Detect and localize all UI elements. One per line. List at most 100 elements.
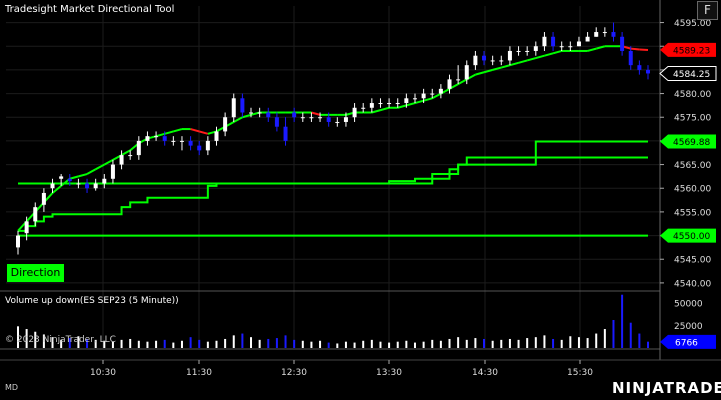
volume-bar — [224, 338, 227, 348]
candle-body — [369, 103, 374, 108]
candle-body — [602, 32, 607, 34]
candle-body — [50, 183, 55, 189]
volume-bar — [111, 341, 114, 348]
trend-segment — [371, 109, 381, 114]
volume-bar — [163, 339, 166, 348]
time-tick-label: 14:30 — [472, 368, 498, 378]
trend-segment — [483, 68, 493, 74]
trend-segment — [457, 78, 468, 85]
candle-body — [576, 41, 581, 47]
step-line-mid — [18, 140, 648, 185]
volume-bar — [586, 338, 589, 348]
trend-segment — [397, 104, 407, 109]
candle-body — [300, 117, 305, 119]
candle-body — [438, 88, 443, 94]
candle-body — [335, 121, 340, 123]
volume-bars — [17, 294, 649, 348]
candle-body — [456, 79, 461, 81]
candle-body — [568, 46, 573, 48]
volume-bar — [42, 334, 45, 348]
volume-bar — [465, 339, 468, 348]
trend-segment — [155, 132, 165, 138]
volume-bar — [638, 333, 641, 348]
volume-bar — [327, 342, 330, 348]
trend-segment — [431, 92, 442, 100]
volume-bar — [534, 337, 537, 348]
candle-body — [361, 107, 366, 109]
time-tick-label: 13:30 — [376, 368, 402, 378]
candle-body — [464, 65, 469, 80]
trend-segment — [552, 50, 562, 55]
trend-segment — [518, 59, 528, 64]
trend-segment — [190, 128, 200, 133]
candle-body — [551, 36, 556, 47]
volume-bar — [517, 339, 520, 348]
volume-bar — [457, 337, 460, 348]
price-tick-label: 4555.00 — [674, 208, 711, 218]
candle-body — [525, 50, 530, 52]
candle-body — [620, 36, 625, 51]
volume-bar — [86, 338, 89, 348]
candle-body — [197, 145, 202, 151]
candle-body — [67, 178, 72, 182]
trend-segment — [95, 163, 105, 171]
volume-bar — [215, 340, 218, 348]
volume-bar — [405, 340, 408, 348]
volume-bar — [560, 339, 563, 348]
volume-bar — [189, 337, 192, 348]
trend-segment — [198, 130, 209, 135]
candle-body — [507, 50, 512, 61]
trend-segment — [526, 57, 537, 62]
candle-body — [171, 140, 176, 142]
status-md: MD — [5, 383, 19, 392]
candle-body — [266, 112, 271, 118]
candle-body — [33, 207, 38, 222]
candle-body — [533, 46, 538, 51]
candle-body — [110, 164, 115, 179]
candle-body — [447, 79, 452, 89]
volume-bar — [508, 338, 511, 348]
candlestick-series — [16, 22, 650, 255]
time-tick-label: 12:30 — [281, 368, 307, 378]
trend-segment — [475, 71, 485, 76]
candle-body — [16, 235, 20, 248]
volume-bar — [474, 338, 477, 348]
candle-body — [240, 98, 245, 113]
price-tag — [660, 228, 716, 243]
candle-body — [628, 50, 633, 66]
direction-label: Direction — [7, 264, 64, 282]
volume-bar — [293, 339, 296, 348]
candle-body — [231, 98, 236, 118]
volume-bar — [60, 339, 63, 348]
volume-bar — [388, 342, 391, 348]
trend-segment — [501, 64, 511, 69]
candle-body — [205, 140, 210, 151]
volume-bar — [206, 341, 209, 348]
volume-bar — [500, 339, 503, 348]
price-tag-label: 4584.25 — [673, 70, 710, 80]
volume-bar — [526, 338, 529, 348]
volume-bar — [422, 341, 425, 348]
trend-segment — [423, 97, 433, 102]
candle-body — [343, 117, 348, 122]
price-tick-label: 4575.00 — [674, 114, 711, 124]
candle-body — [542, 36, 547, 47]
candle-body — [292, 112, 297, 118]
volume-bar — [647, 341, 649, 348]
price-tag — [659, 65, 717, 81]
volume-bar — [448, 338, 451, 348]
candle-body — [430, 93, 435, 95]
trend-segment — [233, 116, 243, 123]
candle-body — [594, 32, 599, 37]
chart-menu-button[interactable]: F — [697, 1, 718, 20]
volume-bar — [275, 338, 278, 348]
trend-segment — [509, 61, 519, 67]
volume-bar — [129, 338, 132, 348]
price-tick-label: 4580.00 — [674, 90, 711, 100]
candle-body — [309, 117, 314, 119]
volume-bar — [17, 326, 19, 348]
candle-body — [119, 155, 124, 165]
volume-bar — [336, 343, 339, 348]
trend-segment — [173, 128, 183, 133]
